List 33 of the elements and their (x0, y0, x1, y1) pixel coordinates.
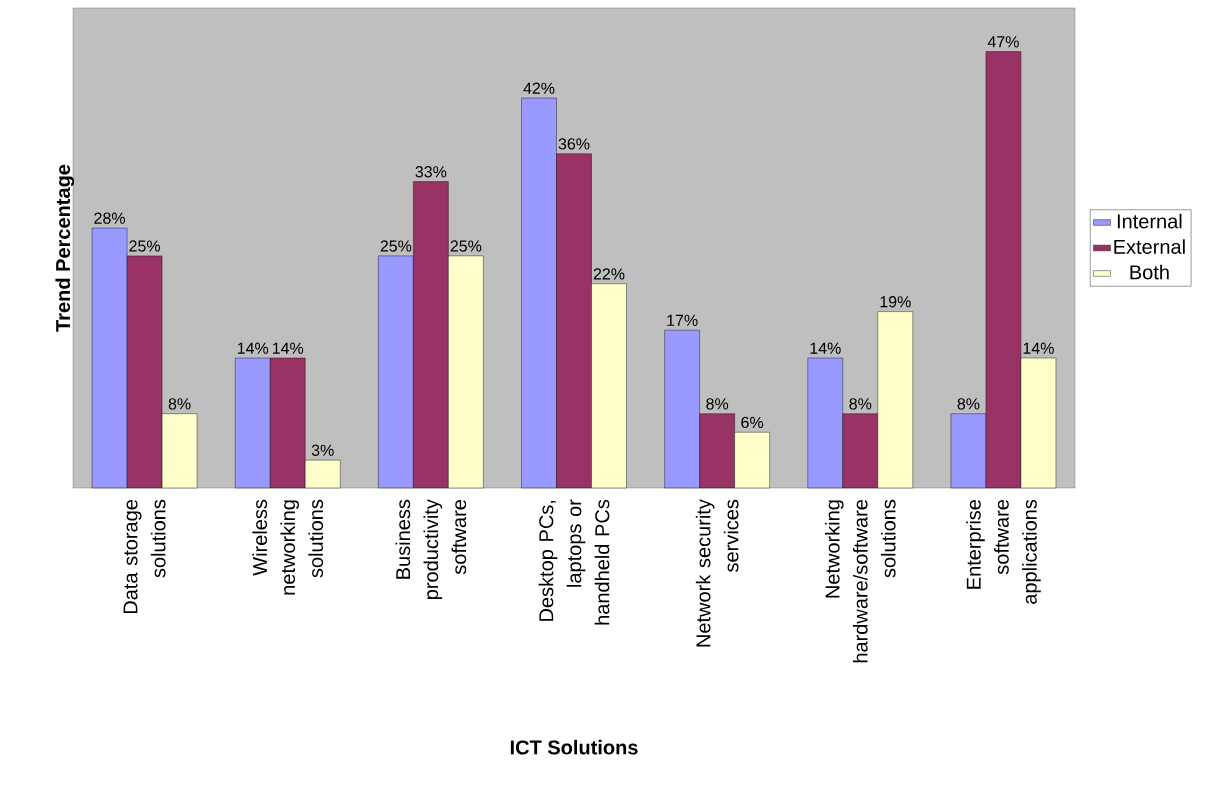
x-tick-label: Wireless networking solutions (252, 499, 324, 595)
data-label: 28% (94, 212, 126, 224)
data-label: 8% (849, 398, 872, 410)
data-label: 6% (741, 416, 764, 429)
data-label: 25% (129, 240, 161, 252)
data-label: 3% (311, 444, 334, 456)
x-tick-label: Business productivity software (395, 499, 467, 599)
legend-label: External (1114, 239, 1185, 254)
data-label: 25% (380, 240, 412, 252)
data-label: 25% (450, 240, 482, 252)
data-label: 36% (558, 138, 590, 150)
data-label: 19% (880, 296, 911, 308)
data-label: 14% (1023, 342, 1054, 354)
data-label: 14% (810, 342, 841, 354)
x-tick-label: Desktop PCs, laptops or handheld PCs (538, 499, 610, 625)
data-label: 22% (593, 268, 625, 280)
data-label: 42% (523, 82, 555, 94)
data-label: 14% (272, 342, 304, 354)
y-axis-title: Trend Percentage (55, 164, 75, 332)
data-label: 33% (415, 166, 447, 178)
x-tick-label: Networking hardware/software solutions (824, 499, 896, 663)
x-tick-label: Enterprise software applications (966, 499, 1041, 604)
data-label: 47% (987, 36, 1019, 48)
data-label: 17% (667, 314, 698, 326)
x-axis-title: ICT Solutions (510, 739, 638, 755)
x-tick-label: Data storage solutions (123, 499, 166, 614)
data-label: 14% (237, 342, 269, 354)
data-label: 8% (168, 398, 191, 410)
data-label: 8% (957, 398, 980, 410)
legend-label: Both (1130, 264, 1169, 280)
x-tick-label: Network security services (695, 499, 739, 647)
legend-label: Internal (1117, 213, 1182, 229)
data-label: 8% (706, 398, 729, 410)
